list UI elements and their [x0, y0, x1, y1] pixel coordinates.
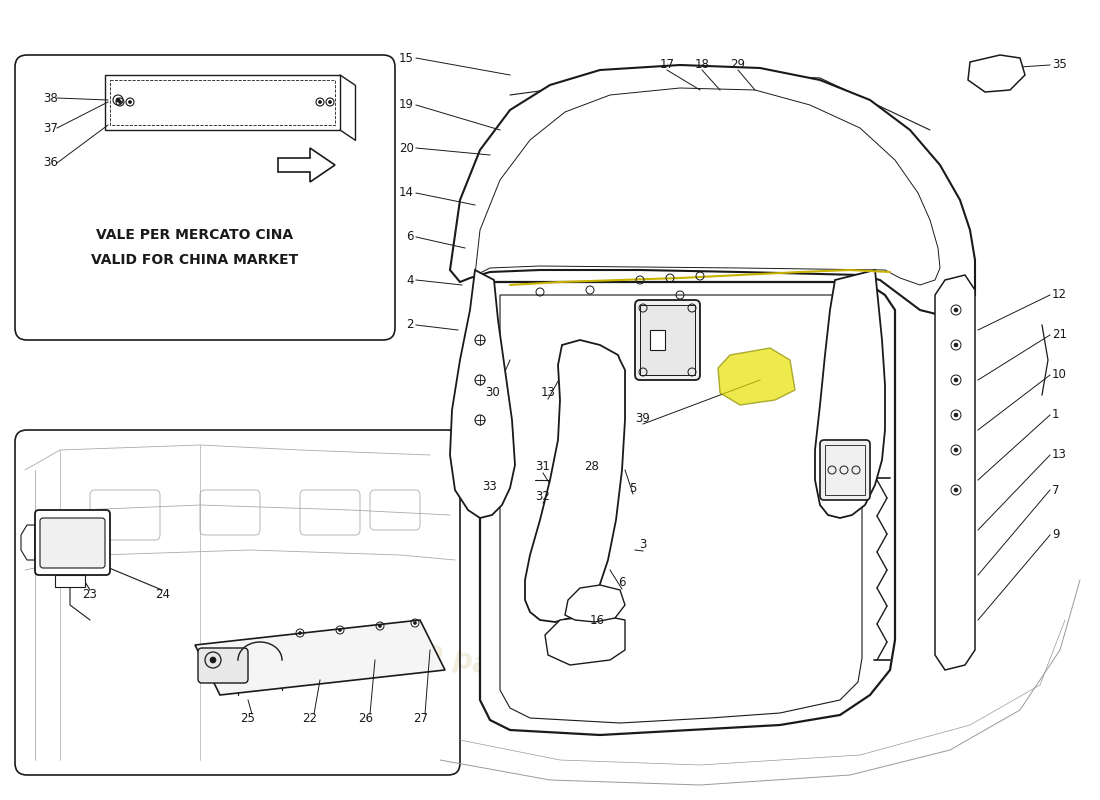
- Circle shape: [119, 101, 121, 103]
- Circle shape: [954, 448, 958, 452]
- Polygon shape: [21, 525, 35, 560]
- Circle shape: [378, 625, 382, 627]
- Bar: [55, 575, 85, 587]
- Polygon shape: [565, 585, 625, 622]
- Text: 32: 32: [536, 490, 550, 503]
- Bar: [640, 305, 695, 375]
- Text: 29: 29: [730, 58, 746, 71]
- Text: 15: 15: [399, 51, 414, 65]
- Text: 30: 30: [485, 386, 501, 399]
- Text: 26: 26: [358, 711, 373, 725]
- Circle shape: [210, 657, 216, 663]
- Circle shape: [954, 308, 958, 312]
- Text: 17: 17: [660, 58, 674, 71]
- Polygon shape: [544, 615, 625, 665]
- Bar: [825, 445, 865, 495]
- Bar: [650, 330, 666, 350]
- Text: 16: 16: [590, 614, 605, 626]
- Polygon shape: [718, 348, 795, 405]
- Circle shape: [129, 101, 132, 103]
- Text: 18: 18: [694, 58, 710, 71]
- Text: 6: 6: [407, 230, 414, 243]
- Text: 23: 23: [82, 589, 97, 602]
- Text: 25: 25: [240, 711, 255, 725]
- Polygon shape: [278, 148, 336, 182]
- Circle shape: [116, 98, 120, 102]
- Text: VALE PER MERCATO CINA: VALE PER MERCATO CINA: [97, 228, 294, 242]
- Circle shape: [954, 378, 958, 382]
- Text: a partinfo: a partinfo: [421, 637, 579, 703]
- Text: 12: 12: [1052, 289, 1067, 302]
- Polygon shape: [815, 270, 886, 518]
- Circle shape: [954, 488, 958, 492]
- Text: 38: 38: [43, 91, 57, 105]
- Text: 3: 3: [639, 538, 647, 551]
- Text: 31: 31: [536, 461, 550, 474]
- Text: 36: 36: [43, 157, 58, 170]
- Text: 24: 24: [155, 589, 170, 602]
- FancyBboxPatch shape: [635, 300, 700, 380]
- Circle shape: [954, 343, 958, 347]
- Text: 9: 9: [1052, 529, 1059, 542]
- Text: 2: 2: [407, 318, 414, 331]
- FancyBboxPatch shape: [40, 518, 104, 568]
- Polygon shape: [195, 620, 446, 695]
- Text: 1: 1: [1052, 409, 1059, 422]
- Text: 5: 5: [629, 482, 637, 494]
- Polygon shape: [968, 55, 1025, 92]
- Text: 37: 37: [43, 122, 58, 134]
- FancyBboxPatch shape: [198, 648, 248, 683]
- Polygon shape: [480, 280, 895, 735]
- Text: epartinfo: epartinfo: [572, 509, 789, 551]
- Text: 19: 19: [399, 98, 414, 111]
- Polygon shape: [450, 65, 975, 315]
- Circle shape: [954, 413, 958, 417]
- Text: 28: 28: [584, 461, 600, 474]
- Circle shape: [329, 101, 331, 103]
- Text: 10: 10: [1052, 369, 1067, 382]
- Text: 13: 13: [1052, 449, 1067, 462]
- Text: 4: 4: [407, 274, 414, 286]
- Text: 7: 7: [1052, 483, 1059, 497]
- Text: 33: 33: [483, 481, 497, 494]
- Circle shape: [414, 622, 417, 625]
- FancyBboxPatch shape: [35, 510, 110, 575]
- Circle shape: [298, 631, 301, 634]
- Text: 35: 35: [1052, 58, 1067, 71]
- Circle shape: [339, 629, 341, 631]
- Text: 22: 22: [302, 711, 317, 725]
- Polygon shape: [525, 340, 625, 622]
- Text: 27: 27: [412, 711, 428, 725]
- Polygon shape: [935, 275, 975, 670]
- Text: 6: 6: [618, 577, 626, 590]
- Polygon shape: [450, 270, 515, 518]
- FancyBboxPatch shape: [820, 440, 870, 500]
- Text: 39: 39: [636, 411, 650, 425]
- Text: 14: 14: [399, 186, 414, 199]
- Text: 21: 21: [1052, 329, 1067, 342]
- Text: 13: 13: [540, 386, 556, 399]
- Circle shape: [319, 101, 321, 103]
- Text: 20: 20: [399, 142, 414, 154]
- Text: VALID FOR CHINA MARKET: VALID FOR CHINA MARKET: [91, 253, 298, 267]
